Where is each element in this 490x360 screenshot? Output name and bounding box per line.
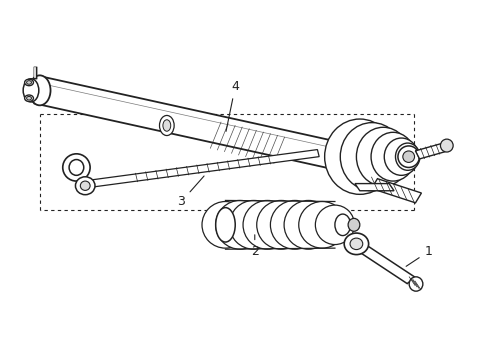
Ellipse shape bbox=[24, 95, 33, 102]
Ellipse shape bbox=[395, 143, 420, 170]
Ellipse shape bbox=[63, 154, 90, 181]
Polygon shape bbox=[90, 149, 319, 187]
Ellipse shape bbox=[356, 127, 410, 186]
Ellipse shape bbox=[348, 219, 360, 231]
Polygon shape bbox=[355, 184, 394, 191]
Text: 2: 2 bbox=[251, 235, 259, 258]
Ellipse shape bbox=[316, 205, 354, 244]
Ellipse shape bbox=[350, 238, 363, 249]
Ellipse shape bbox=[29, 75, 50, 105]
Ellipse shape bbox=[159, 116, 174, 135]
Ellipse shape bbox=[216, 201, 265, 249]
Ellipse shape bbox=[26, 81, 31, 84]
Ellipse shape bbox=[398, 146, 419, 167]
Ellipse shape bbox=[80, 181, 90, 190]
Ellipse shape bbox=[371, 132, 415, 181]
Ellipse shape bbox=[243, 201, 292, 249]
Ellipse shape bbox=[344, 233, 368, 255]
Ellipse shape bbox=[163, 120, 171, 131]
Ellipse shape bbox=[69, 159, 84, 175]
Ellipse shape bbox=[75, 177, 95, 195]
Polygon shape bbox=[358, 245, 415, 284]
Ellipse shape bbox=[23, 79, 39, 102]
Ellipse shape bbox=[24, 79, 33, 86]
Ellipse shape bbox=[270, 201, 319, 249]
Ellipse shape bbox=[26, 96, 31, 100]
Ellipse shape bbox=[441, 139, 453, 152]
Ellipse shape bbox=[284, 201, 333, 249]
Ellipse shape bbox=[325, 119, 395, 194]
Ellipse shape bbox=[335, 214, 350, 235]
Ellipse shape bbox=[340, 123, 404, 191]
Text: 4: 4 bbox=[226, 80, 239, 131]
Polygon shape bbox=[416, 144, 445, 159]
Polygon shape bbox=[34, 77, 338, 168]
Ellipse shape bbox=[216, 208, 235, 242]
Ellipse shape bbox=[403, 151, 415, 162]
Ellipse shape bbox=[229, 201, 278, 249]
Ellipse shape bbox=[384, 138, 418, 175]
Text: 3: 3 bbox=[177, 176, 204, 208]
Ellipse shape bbox=[257, 201, 306, 249]
Ellipse shape bbox=[409, 277, 423, 291]
Text: 1: 1 bbox=[406, 245, 432, 266]
Polygon shape bbox=[371, 179, 421, 203]
Ellipse shape bbox=[202, 202, 249, 248]
Ellipse shape bbox=[299, 202, 345, 248]
